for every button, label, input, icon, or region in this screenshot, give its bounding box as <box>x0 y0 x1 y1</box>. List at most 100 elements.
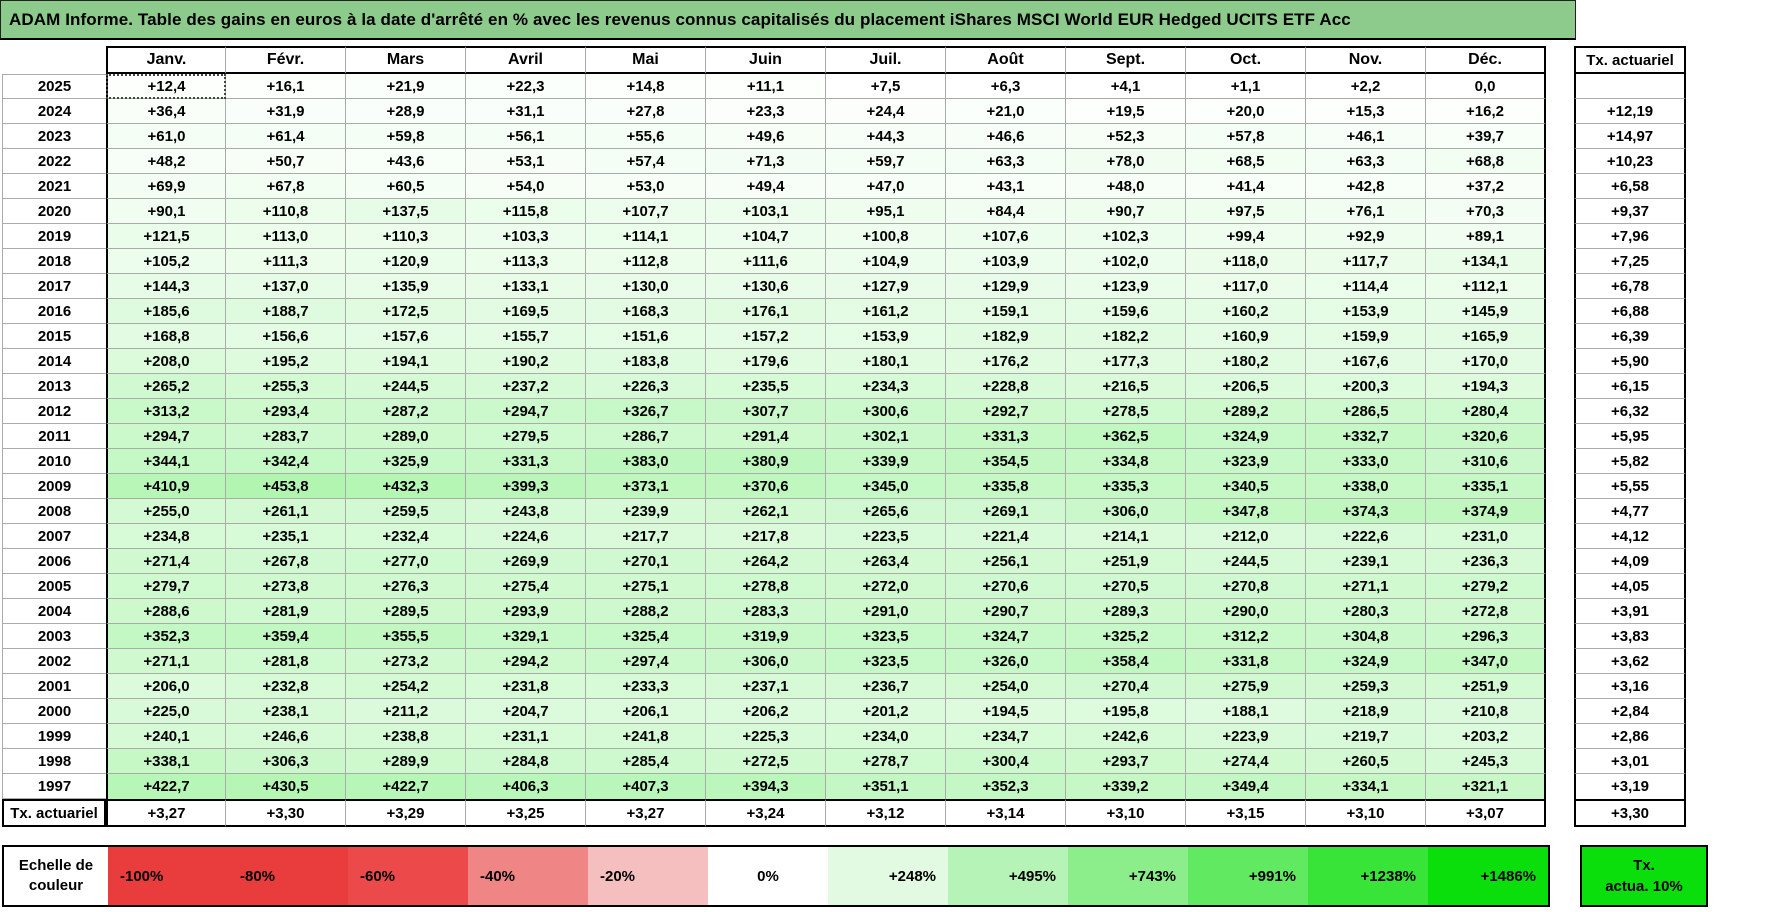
tx-actuariel-cell[interactable]: +3,83 <box>1574 624 1686 649</box>
gain-cell[interactable]: +241,8 <box>586 724 706 749</box>
gain-cell[interactable]: +71,3 <box>706 149 826 174</box>
gain-cell[interactable]: +270,4 <box>1066 674 1186 699</box>
gain-cell[interactable]: +137,0 <box>226 274 346 299</box>
gain-cell[interactable]: +289,9 <box>346 749 466 774</box>
gain-cell[interactable]: +236,3 <box>1426 549 1546 574</box>
gain-cell[interactable]: +323,5 <box>826 624 946 649</box>
gain-cell[interactable]: +278,8 <box>706 574 826 599</box>
gain-cell[interactable]: +331,3 <box>466 449 586 474</box>
gain-cell[interactable]: +234,8 <box>106 524 226 549</box>
gain-cell[interactable]: +176,2 <box>946 349 1066 374</box>
gain-cell[interactable]: +244,5 <box>346 374 466 399</box>
gain-cell[interactable]: +234,7 <box>946 724 1066 749</box>
gain-cell[interactable]: +194,1 <box>346 349 466 374</box>
gain-cell[interactable]: +95,1 <box>826 199 946 224</box>
year-cell[interactable]: 2022 <box>2 149 106 174</box>
gain-cell[interactable]: +100,8 <box>826 224 946 249</box>
gain-cell[interactable]: +190,2 <box>466 349 586 374</box>
gain-cell[interactable]: +133,1 <box>466 274 586 299</box>
gain-cell[interactable]: +304,8 <box>1306 624 1426 649</box>
gain-cell[interactable]: +19,5 <box>1066 99 1186 124</box>
gain-cell[interactable]: +48,2 <box>106 149 226 174</box>
gain-cell[interactable]: +271,1 <box>106 649 226 674</box>
gain-cell[interactable]: +235,1 <box>226 524 346 549</box>
gain-cell[interactable]: +112,1 <box>1426 274 1546 299</box>
gain-cell[interactable]: +204,7 <box>466 699 586 724</box>
gain-cell[interactable]: +89,1 <box>1426 224 1546 249</box>
month-header-cell[interactable]: Mars <box>346 46 466 74</box>
gain-cell[interactable]: +217,8 <box>706 524 826 549</box>
gain-cell[interactable]: +251,9 <box>1426 674 1546 699</box>
gain-cell[interactable]: +84,4 <box>946 199 1066 224</box>
legend-scale-cell[interactable]: -80% <box>228 847 348 905</box>
year-cell[interactable]: 1998 <box>2 749 106 774</box>
gain-cell[interactable]: +352,3 <box>106 624 226 649</box>
gain-cell[interactable]: +238,8 <box>346 724 466 749</box>
footer-tx-cell[interactable]: +3,10 <box>1306 799 1426 827</box>
gain-cell[interactable]: +242,6 <box>1066 724 1186 749</box>
gain-cell[interactable]: +55,6 <box>586 124 706 149</box>
gain-cell[interactable]: +310,6 <box>1426 449 1546 474</box>
gain-cell[interactable]: +233,3 <box>586 674 706 699</box>
gain-cell[interactable]: +57,8 <box>1186 124 1306 149</box>
gain-cell[interactable]: +102,0 <box>1066 249 1186 274</box>
gain-cell[interactable]: +218,9 <box>1306 699 1426 724</box>
legend-scale-cell[interactable]: +495% <box>948 847 1068 905</box>
tx-actuariel-cell[interactable]: +2,86 <box>1574 724 1686 749</box>
year-cell[interactable]: 2007 <box>2 524 106 549</box>
gain-cell[interactable]: +279,7 <box>106 574 226 599</box>
footer-tx-cell[interactable]: +3,07 <box>1426 799 1546 827</box>
gain-cell[interactable]: +105,2 <box>106 249 226 274</box>
gain-cell[interactable]: +320,6 <box>1426 424 1546 449</box>
gain-cell[interactable]: +195,2 <box>226 349 346 374</box>
gain-cell[interactable]: +347,8 <box>1186 499 1306 524</box>
gain-cell[interactable]: +293,7 <box>1066 749 1186 774</box>
gain-cell[interactable]: +275,9 <box>1186 674 1306 699</box>
tx-actuariel-cell[interactable]: +6,88 <box>1574 299 1686 324</box>
tx-actuariel-cell[interactable]: +3,01 <box>1574 749 1686 774</box>
gain-cell[interactable]: +160,9 <box>1186 324 1306 349</box>
gain-cell[interactable]: +153,9 <box>826 324 946 349</box>
gain-cell[interactable]: +281,8 <box>226 649 346 674</box>
gain-cell[interactable]: +130,0 <box>586 274 706 299</box>
gain-cell[interactable]: +352,3 <box>946 774 1066 799</box>
month-header-cell[interactable]: Avril <box>466 46 586 74</box>
gain-cell[interactable]: +226,3 <box>586 374 706 399</box>
gain-cell[interactable]: +219,7 <box>1306 724 1426 749</box>
gain-cell[interactable]: +332,7 <box>1306 424 1426 449</box>
gain-cell[interactable]: +50,7 <box>226 149 346 174</box>
year-cell[interactable]: 2012 <box>2 399 106 424</box>
gain-cell[interactable]: +135,9 <box>346 274 466 299</box>
gain-cell[interactable]: +41,4 <box>1186 174 1306 199</box>
gain-cell[interactable]: +195,8 <box>1066 699 1186 724</box>
gain-cell[interactable]: +453,8 <box>226 474 346 499</box>
gain-cell[interactable]: +177,3 <box>1066 349 1186 374</box>
tx-actuariel-cell[interactable]: +6,15 <box>1574 374 1686 399</box>
gain-cell[interactable]: +300,6 <box>826 399 946 424</box>
gain-cell[interactable]: +325,4 <box>586 624 706 649</box>
gain-cell[interactable]: +7,5 <box>826 74 946 99</box>
gain-cell[interactable]: +297,4 <box>586 649 706 674</box>
year-cell[interactable]: 2013 <box>2 374 106 399</box>
gain-cell[interactable]: +168,8 <box>106 324 226 349</box>
gain-cell[interactable]: +335,1 <box>1426 474 1546 499</box>
gain-cell[interactable]: +272,8 <box>1426 599 1546 624</box>
gain-cell[interactable]: +264,2 <box>706 549 826 574</box>
gain-cell[interactable]: +22,3 <box>466 74 586 99</box>
gain-cell[interactable]: +63,3 <box>1306 149 1426 174</box>
year-cell[interactable]: 2016 <box>2 299 106 324</box>
gain-cell[interactable]: +289,2 <box>1186 399 1306 424</box>
gain-cell[interactable]: +188,1 <box>1186 699 1306 724</box>
gain-cell[interactable]: +287,2 <box>346 399 466 424</box>
gain-cell[interactable]: +347,0 <box>1426 649 1546 674</box>
gain-cell[interactable]: +76,1 <box>1306 199 1426 224</box>
year-cell[interactable]: 2004 <box>2 599 106 624</box>
legend-scale-cell[interactable]: +743% <box>1068 847 1188 905</box>
gain-cell[interactable]: +259,5 <box>346 499 466 524</box>
month-header-cell[interactable]: Mai <box>586 46 706 74</box>
gain-cell[interactable]: +289,3 <box>1066 599 1186 624</box>
gain-cell[interactable]: +180,1 <box>826 349 946 374</box>
gain-cell[interactable]: +216,5 <box>1066 374 1186 399</box>
gain-cell[interactable]: +206,5 <box>1186 374 1306 399</box>
gain-cell[interactable]: +231,1 <box>466 724 586 749</box>
